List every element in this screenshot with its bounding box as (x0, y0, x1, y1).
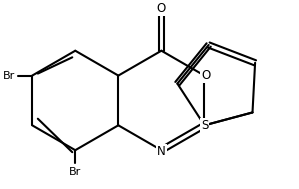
Text: Br: Br (69, 167, 81, 177)
Text: S: S (201, 119, 208, 132)
Text: O: O (202, 69, 211, 82)
Text: O: O (157, 2, 166, 15)
Text: N: N (157, 145, 166, 158)
Text: Br: Br (3, 70, 15, 81)
